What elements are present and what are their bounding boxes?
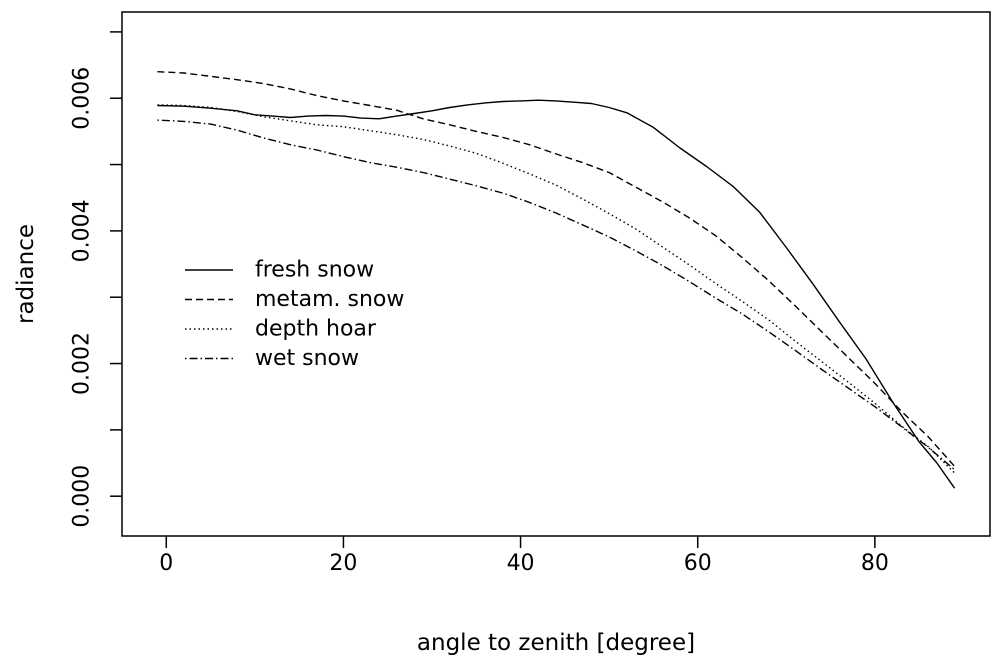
legend-label: depth hoar [255,317,377,342]
series-line-metam-snow [157,71,956,467]
legend-label: wet snow [255,346,359,371]
y-tick-label: 0.002 [70,332,95,395]
x-tick-label: 0 [159,551,173,576]
x-tick-label: 60 [684,551,712,576]
x-tick-label: 80 [861,551,889,576]
y-axis: 0.000 0.002 0.004 0.006 [70,31,122,528]
x-axis-title: angle to zenith [degree] [417,630,695,656]
y-axis-title: radiance [13,224,39,324]
x-axis: 0 20 40 60 80 [159,536,889,576]
series-line-fresh-snow [157,99,956,489]
legend: fresh snow metam. snow depth hoar wet snow [185,258,404,371]
x-tick-label: 40 [507,551,535,576]
y-tick-label: 0.004 [70,199,95,262]
x-tick-label: 20 [329,551,357,576]
plot-frame [121,11,991,537]
legend-label: metam. snow [255,287,404,312]
series-line-wet-snow [157,119,956,471]
y-tick-label: 0.000 [70,465,95,528]
y-tick-label: 0.006 [70,67,95,130]
series-layer [157,71,956,489]
legend-label: fresh snow [255,258,374,283]
